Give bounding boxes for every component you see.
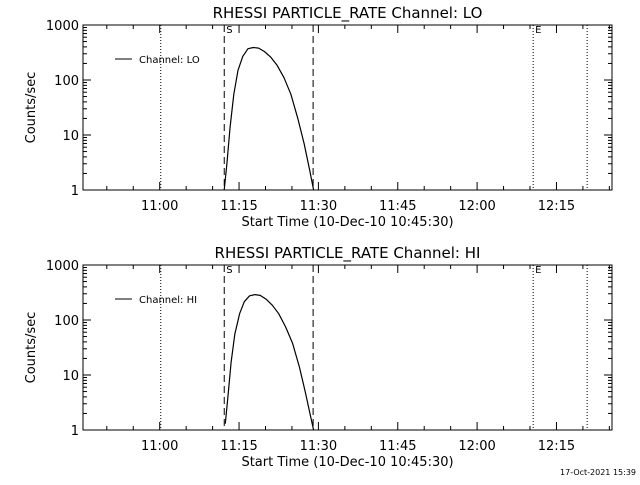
y-tick-label: 1000 [46, 259, 79, 274]
plot-frame [82, 264, 613, 431]
particle-rate-series-line [224, 294, 315, 431]
end-flag-label: E [535, 265, 541, 276]
y-axis-label: Counts/sec [24, 72, 39, 144]
x-tick-label: 11:15 [220, 439, 257, 454]
timestamp-stamp: 17-Oct-2021 15:39 [560, 468, 636, 477]
x-tick-label: 11:45 [379, 199, 416, 214]
chart-title: RHESSI PARTICLE_RATE Channel: HI [215, 244, 481, 263]
x-tick-label: 11:45 [379, 439, 416, 454]
y-tick-label: 100 [54, 314, 79, 329]
x-tick-label: 11:30 [300, 439, 337, 454]
start-flag-label: S [226, 25, 232, 36]
end-flag-label: E [535, 25, 541, 36]
particle-rate-series-line [223, 46, 315, 191]
x-tick-label: 11:00 [141, 439, 178, 454]
legend-entry: Channel: LO [139, 55, 200, 66]
x-axis-label: Start Time (10-Dec-10 10:45:30) [241, 455, 453, 470]
y-tick-label: 10 [62, 129, 79, 144]
y-tick-label: 10 [62, 369, 79, 384]
x-tick-label: 12:00 [458, 199, 495, 214]
y-tick-label: 1 [71, 184, 79, 199]
x-tick-label: 12:00 [458, 439, 495, 454]
y-axis-label: Counts/sec [24, 312, 39, 384]
plot-frame [82, 24, 613, 191]
hi-channel-panel: RHESSI PARTICLE_RATE Channel: HI 1 10 100 10… [24, 244, 613, 470]
x-axis-label: Start Time (10-Dec-10 10:45:30) [241, 215, 453, 230]
x-tick-label: 11:30 [300, 199, 337, 214]
x-tick-label: 11:00 [141, 199, 178, 214]
chart-title: RHESSI PARTICLE_RATE Channel: LO [213, 4, 483, 23]
lo-channel-panel: RHESSI PARTICLE_RATE Channel: LO 1 10 100 10… [24, 4, 613, 230]
y-tick-label: 100 [54, 74, 79, 89]
y-tick-label: 1000 [46, 19, 79, 34]
start-flag-label: S [226, 265, 232, 276]
x-tick-label: 12:15 [538, 199, 575, 214]
y-tick-label: 1 [71, 424, 79, 439]
x-tick-label: 12:15 [538, 439, 575, 454]
legend-entry: Channel: HI [139, 295, 197, 306]
x-tick-label: 11:15 [220, 199, 257, 214]
